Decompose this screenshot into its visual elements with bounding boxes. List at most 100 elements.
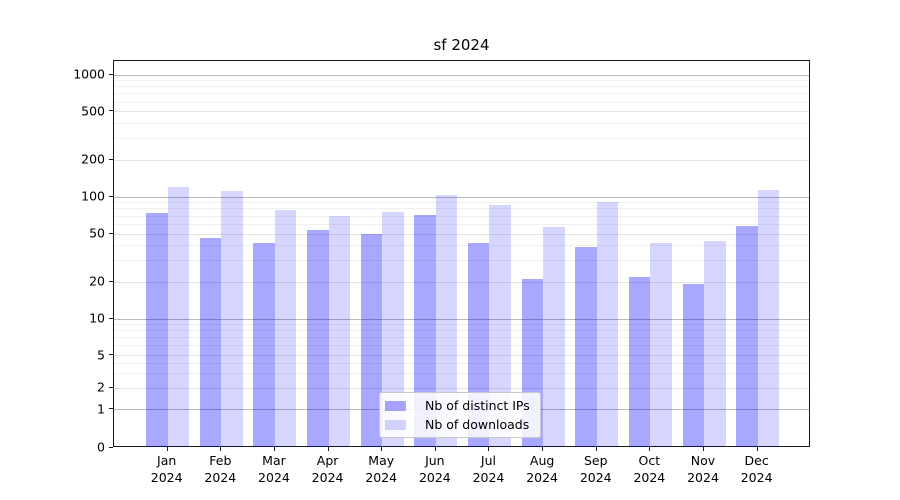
y-tick — [109, 354, 113, 355]
bar-downloads-oct — [650, 242, 672, 447]
x-tick — [595, 447, 597, 451]
y-tick-label: 200 — [81, 151, 105, 167]
chart-title: sf 2024 — [433, 36, 490, 54]
y-tick-label: 10 — [89, 310, 105, 326]
y-tick-label: 100 — [81, 188, 105, 204]
gridline — [114, 362, 809, 364]
bar-downloads-jan — [167, 186, 190, 447]
gridline — [114, 101, 809, 103]
x-tick-label: Nov 2024 — [687, 453, 719, 485]
x-tick — [542, 447, 544, 451]
bar-distinct-ips-mar — [253, 242, 275, 447]
gridline-major — [114, 74, 809, 76]
legend-item-downloads: Nb of downloads — [385, 417, 540, 432]
gridline — [114, 260, 809, 262]
bar-distinct-ips-sep — [575, 246, 597, 447]
y-tick-label: 20 — [89, 273, 105, 289]
gridline — [114, 123, 809, 125]
bar-downloads-feb — [221, 191, 243, 447]
gridline — [114, 138, 809, 140]
x-tick — [434, 447, 436, 451]
x-tick-label: Apr 2024 — [311, 453, 344, 485]
x-tick — [488, 447, 490, 451]
gridline — [114, 387, 809, 389]
x-tick-label: Feb 2024 — [204, 453, 237, 485]
gridline — [114, 215, 809, 217]
x-tick-label: Dec 2024 — [740, 453, 773, 485]
x-tick-label: Aug 2024 — [526, 453, 559, 485]
bar-downloads-sep — [596, 202, 619, 447]
x-tick-label: Mar 2024 — [258, 453, 290, 485]
x-tick — [166, 447, 168, 451]
y-tick — [109, 110, 113, 112]
y-tick-label: 500 — [81, 103, 105, 119]
bar-distinct-ips-jan — [146, 213, 168, 447]
plot-area — [113, 60, 810, 447]
x-tick-label: Oct 2024 — [633, 453, 666, 485]
bar-downloads-aug — [543, 227, 565, 447]
bar-distinct-ips-may — [360, 233, 383, 447]
bar-downloads-jul — [489, 205, 511, 447]
gridline — [114, 159, 809, 161]
bar-downloads-apr — [328, 215, 351, 447]
y-tick-label: 1 — [97, 401, 105, 417]
x-tick-label: Jan 2024 — [150, 453, 183, 485]
x-tick-label: Sep 2024 — [579, 453, 612, 485]
legend: Nb of distinct IPs Nb of downloads — [379, 392, 541, 438]
bar-distinct-ips-dec — [736, 225, 758, 447]
gridline — [114, 345, 809, 347]
y-tick — [109, 195, 113, 197]
bar-downloads-jun — [435, 194, 458, 447]
x-tick — [273, 447, 275, 451]
y-tick-label: 50 — [89, 225, 105, 241]
y-tick-label: 0 — [97, 439, 105, 455]
y-tick — [109, 73, 113, 75]
gridline — [114, 202, 809, 204]
y-tick — [109, 158, 113, 160]
gridline — [114, 330, 809, 332]
x-tick — [649, 447, 651, 451]
bar-downloads-may — [382, 211, 404, 447]
gridline — [114, 80, 809, 82]
gridline — [114, 281, 809, 283]
gridline-major — [114, 318, 809, 320]
legend-swatch-distinct-ips-icon — [385, 400, 406, 411]
gridline — [114, 373, 809, 375]
bar-distinct-ips-feb — [199, 237, 222, 447]
legend-swatch-downloads-icon — [385, 419, 406, 430]
y-tick — [109, 280, 113, 282]
bar-distinct-ips-nov — [682, 284, 704, 447]
x-tick — [327, 447, 329, 451]
bar-distinct-ips-apr — [307, 230, 329, 447]
gridline — [114, 337, 809, 339]
gridline — [114, 324, 809, 326]
gridline — [114, 355, 809, 356]
y-tick — [109, 386, 113, 388]
gridline — [114, 208, 809, 210]
legend-item-distinct-ips: Nb of distinct IPs — [385, 398, 540, 413]
y-tick-label: 2 — [97, 379, 105, 395]
gridline — [114, 86, 809, 88]
legend-label-distinct-ips: Nb of distinct IPs — [425, 398, 530, 413]
bar-downloads-mar — [274, 209, 297, 447]
legend-label-downloads: Nb of downloads — [425, 417, 530, 432]
x-tick — [381, 447, 383, 451]
bar-downloads-nov — [704, 241, 726, 447]
bar-distinct-ips-jun — [414, 214, 436, 447]
y-tick — [109, 408, 113, 410]
bar-distinct-ips-oct — [628, 276, 651, 447]
x-tick-label: Jul 2024 — [472, 453, 505, 485]
x-tick — [756, 447, 758, 451]
x-tick-label: May 2024 — [365, 453, 398, 485]
gridline-major — [114, 196, 809, 198]
y-tick-label: 1000 — [73, 66, 105, 82]
y-tick-label: 5 — [97, 347, 105, 362]
gridline — [114, 233, 809, 235]
x-tick — [703, 447, 704, 451]
y-tick — [109, 446, 113, 448]
y-tick — [109, 232, 113, 234]
bar-downloads-dec — [757, 190, 780, 447]
y-tick — [109, 317, 113, 319]
x-tick-label: Jun 2024 — [418, 453, 451, 485]
